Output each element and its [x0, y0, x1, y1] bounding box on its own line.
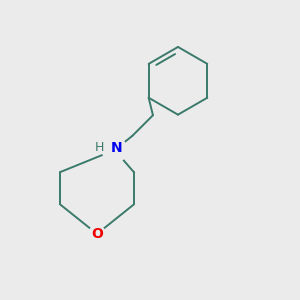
Circle shape [102, 138, 127, 162]
Text: H: H [95, 141, 104, 154]
Circle shape [89, 226, 105, 242]
Text: N: N [110, 141, 122, 154]
Text: O: O [91, 227, 103, 241]
